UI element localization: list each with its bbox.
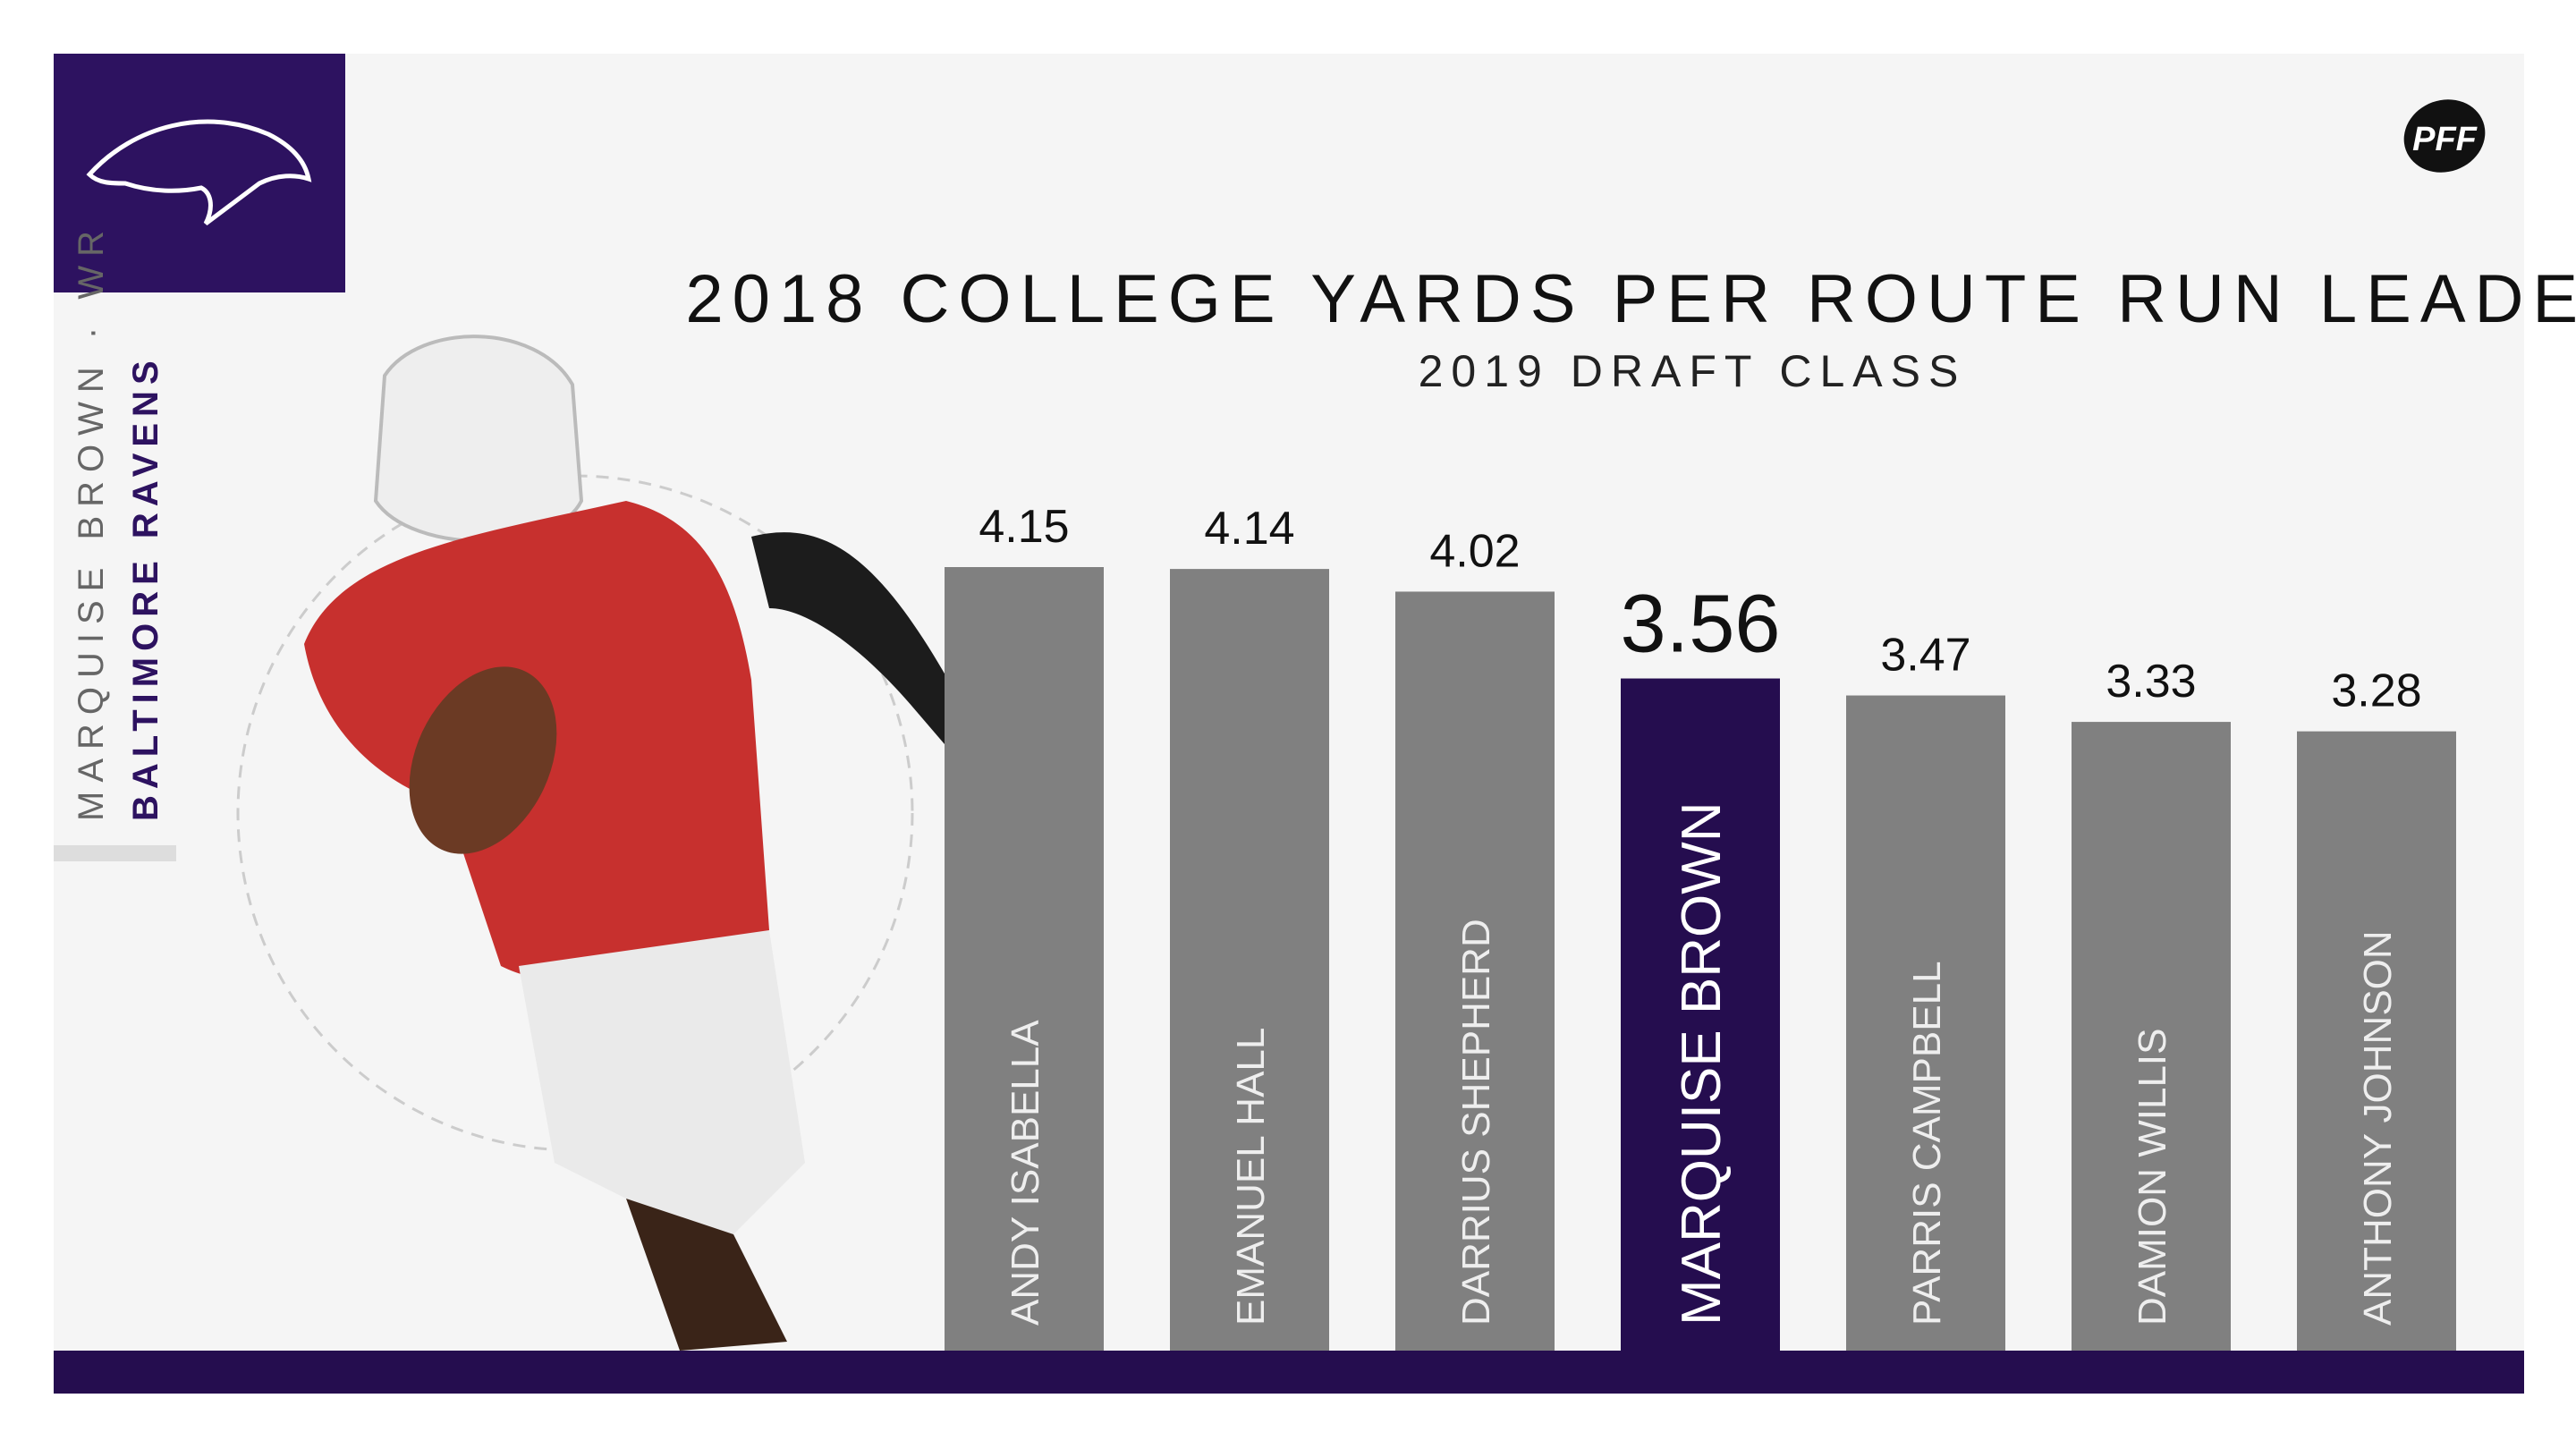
chart-title: 2018 COLLEGE YARDS PER ROUTE RUN LEADERS [685, 261, 2576, 337]
bar [2297, 731, 2456, 1351]
team-label: BALTIMORE RAVENS [126, 354, 165, 821]
category-label: MARQUISE BROWN [1671, 801, 1733, 1326]
bottom-band [54, 1351, 2524, 1394]
photo-ring [236, 474, 914, 1152]
value-label: 4.15 [979, 501, 1069, 553]
category-label: DAMION WILLIS [2131, 1029, 2174, 1326]
bar [1170, 569, 1329, 1351]
value-label: 3.28 [2331, 665, 2421, 717]
bar [945, 567, 1104, 1351]
category-label: PARRIS CAMPBELL [1905, 961, 1949, 1326]
value-label: 3.47 [1880, 630, 1970, 682]
value-label: 3.56 [1620, 579, 1780, 670]
player-photo [304, 335, 993, 1351]
category-label: EMANUEL HALL [1229, 1028, 1273, 1326]
category-label: ANDY ISABELLA [1004, 1020, 1047, 1326]
category-label: ANTHONY JOHNSON [2356, 930, 2400, 1326]
bar [1395, 591, 1555, 1351]
team-logo-box [54, 54, 345, 292]
bar [2072, 722, 2231, 1351]
value-label: 4.02 [1429, 525, 1520, 577]
chart-subtitle: 2019 DRAFT CLASS [1419, 346, 1967, 396]
player-label: MARQUISE BROWN · WR [72, 222, 111, 821]
bar [1846, 695, 2005, 1351]
category-label: DARRIUS SHEPHERD [1454, 919, 1498, 1326]
value-label: 4.14 [1204, 503, 1294, 555]
team-logo [86, 119, 312, 226]
value-label: 3.33 [2106, 656, 2196, 708]
brand-logo: PFF [2403, 99, 2486, 173]
brand-text: PFF [2412, 121, 2479, 158]
side-rule [54, 845, 176, 861]
bar [1621, 678, 1780, 1351]
